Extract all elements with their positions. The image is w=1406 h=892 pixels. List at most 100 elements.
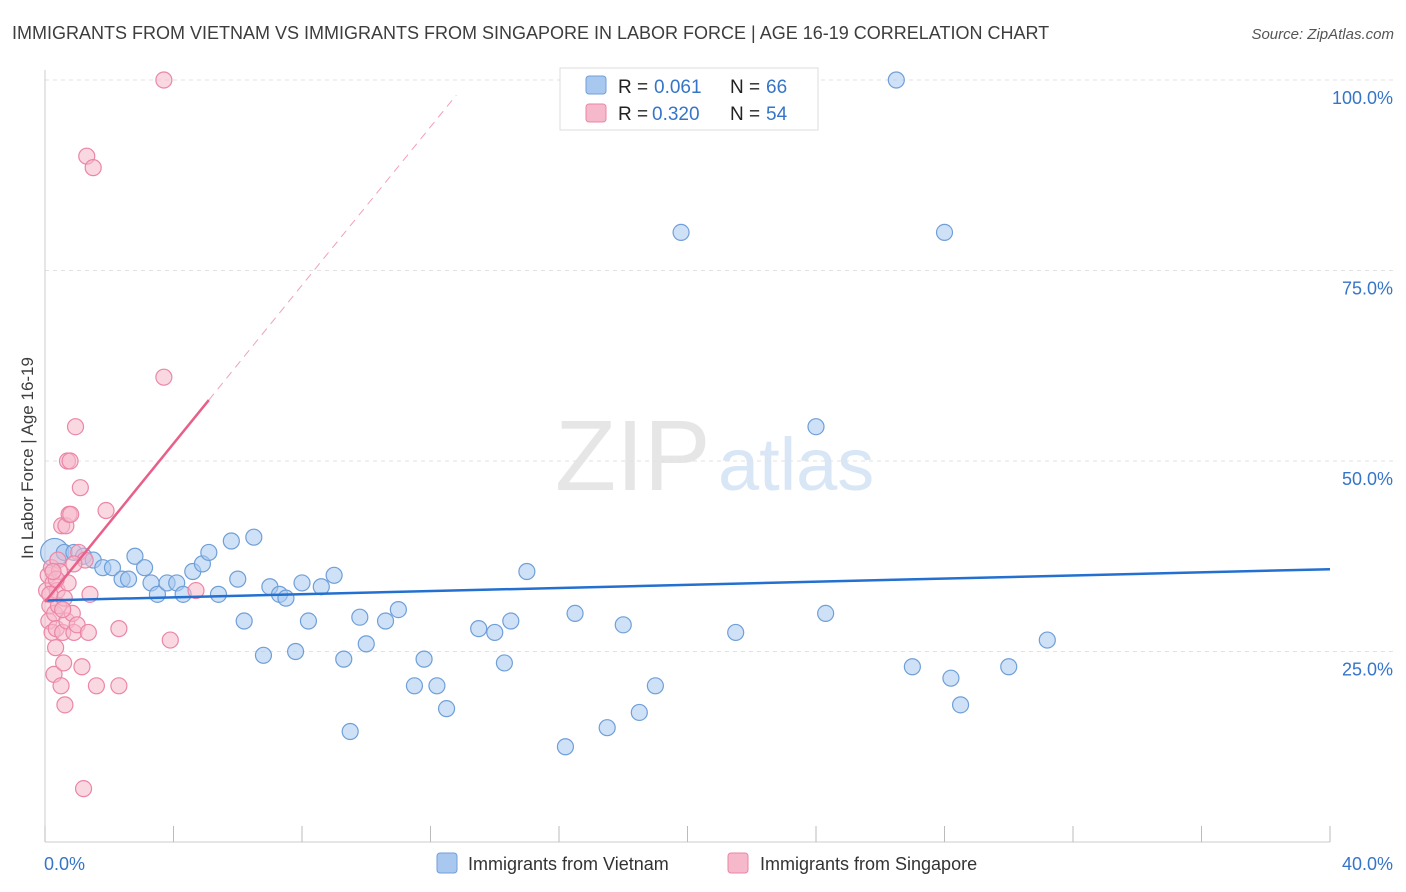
- singapore-point-33: [71, 479, 89, 497]
- vietnam-point-9: [126, 547, 144, 565]
- vietnam-point-54: [672, 223, 690, 241]
- vietnam-point-30: [299, 612, 318, 630]
- bottom-legend-label-vietnam: Immigrants from Vietnam: [468, 854, 669, 874]
- trend-line-singapore-extension: [208, 94, 457, 401]
- vietnam-point-63: [1000, 658, 1018, 676]
- vietnam-point-38: [389, 600, 407, 619]
- vietnam-point-29: [293, 574, 311, 592]
- vietnam-point-28: [286, 642, 305, 661]
- vietnam-point-34: [341, 722, 359, 741]
- legend-n-value-singapore: 54: [766, 104, 788, 125]
- legend-swatch-vietnam: [585, 75, 607, 95]
- vietnam-point-8: [119, 570, 138, 588]
- vietnam-point-22: [235, 612, 253, 630]
- y-axis-label: In Labor Force | Age 16-19: [18, 357, 37, 559]
- vietnam-point-41: [428, 677, 446, 695]
- gridlines: [45, 79, 1393, 652]
- vietnam-point-47: [518, 562, 536, 581]
- vietnam-point-21: [229, 570, 247, 588]
- singapore-point-27: [62, 505, 80, 523]
- vietnam-point-19: [209, 585, 228, 603]
- vietnam-point-31: [312, 578, 330, 596]
- watermark-atlas: atlas: [718, 423, 874, 506]
- singapore-point-51: [54, 600, 72, 619]
- singapore-point-43: [110, 620, 128, 638]
- stats-legend: R = 0.061 N = 66 R = 0.320 N = 54: [559, 67, 819, 131]
- vietnam-point-58: [887, 71, 905, 89]
- chart-source: Source: ZipAtlas.com: [1251, 26, 1394, 43]
- vietnam-point-18: [200, 543, 218, 562]
- series-legend: Immigrants from Vietnam Immigrants from …: [436, 852, 977, 874]
- vietnam-point-23: [245, 528, 263, 546]
- vietnam-point-24: [254, 646, 273, 664]
- trend-line-singapore: [44, 399, 210, 603]
- vietnam-point-50: [598, 719, 616, 737]
- y-tick-label-0: 100.0%: [1332, 88, 1393, 108]
- vietnam-point-48: [556, 738, 575, 756]
- legend-n-label-vietnam: N =: [730, 77, 760, 98]
- vietnam-point-35: [351, 608, 369, 626]
- x-tick-label-min: 0.0%: [44, 854, 85, 874]
- singapore-point-41: [87, 677, 106, 695]
- singapore-point-34: [73, 658, 91, 676]
- y-tick-label-1: 75.0%: [1342, 279, 1393, 299]
- singapore-point-26: [61, 452, 79, 470]
- singapore-point-9: [47, 639, 65, 657]
- vietnam-point-33: [335, 650, 353, 668]
- vietnam-point-49: [566, 604, 584, 623]
- vietnam-point-43: [470, 620, 488, 638]
- vietnam-point-27: [277, 589, 295, 607]
- vietnam-point-42: [437, 700, 456, 718]
- vietnam-point-10: [135, 559, 154, 577]
- legend-r-label-vietnam: R =: [618, 77, 648, 98]
- singapore-point-35: [74, 780, 93, 798]
- legend-n-value-vietnam: 66: [766, 77, 787, 98]
- singapore-point-44: [110, 677, 128, 695]
- vietnam-point-45: [495, 654, 513, 672]
- watermark-zip: ZIP: [555, 400, 711, 512]
- bottom-legend-swatch-singapore: [727, 852, 749, 874]
- vietnam-point-40: [415, 650, 433, 668]
- vietnam-point-20: [222, 532, 240, 550]
- vietnam-point-55: [727, 623, 745, 642]
- vietnam-point-59: [903, 658, 921, 676]
- singapore-point-38: [79, 623, 97, 642]
- vietnam-point-51: [614, 616, 632, 634]
- vietnam-point-53: [646, 677, 664, 695]
- singapore-point-30: [66, 418, 85, 436]
- legend-r-value-vietnam: 0.061: [654, 77, 702, 98]
- y-tick-label-3: 25.0%: [1342, 660, 1393, 680]
- legend-swatch-singapore: [585, 103, 607, 123]
- singapore-point-48: [187, 581, 205, 600]
- y-tick-label-2: 50.0%: [1342, 469, 1393, 489]
- x-tick-label-max: 40.0%: [1342, 854, 1393, 874]
- series-vietnam-points: [40, 71, 1056, 756]
- bottom-legend-swatch-vietnam: [436, 852, 458, 874]
- vietnam-point-6: [103, 559, 122, 577]
- singapore-point-45: [155, 71, 173, 89]
- chart-title: IMMIGRANTS FROM VIETNAM VS IMMIGRANTS FR…: [12, 23, 1049, 43]
- vietnam-point-36: [357, 635, 375, 653]
- bottom-legend-label-singapore: Immigrants from Singapore: [760, 854, 977, 874]
- trend-line-vietnam: [44, 567, 1331, 602]
- vietnam-point-39: [405, 677, 424, 695]
- vietnam-point-62: [951, 696, 970, 714]
- vietnam-point-44: [486, 623, 504, 642]
- singapore-point-18: [55, 654, 73, 672]
- series-singapore-points: [38, 71, 205, 798]
- legend-r-label-singapore: R =: [618, 104, 648, 125]
- singapore-point-46: [155, 368, 173, 386]
- vietnam-point-60: [935, 223, 954, 241]
- vietnam-point-64: [1038, 631, 1056, 649]
- singapore-point-15: [52, 677, 70, 695]
- legend-r-value-singapore: 0.320: [652, 104, 700, 125]
- singapore-point-47: [161, 631, 179, 649]
- vietnam-point-56: [807, 418, 825, 436]
- vietnam-point-57: [817, 604, 835, 623]
- singapore-point-40: [84, 159, 102, 177]
- trend-lines: [44, 94, 1331, 603]
- vietnam-point-61: [942, 669, 960, 687]
- singapore-point-42: [97, 501, 115, 520]
- vietnam-point-32: [325, 566, 343, 584]
- vietnam-point-46: [502, 612, 520, 630]
